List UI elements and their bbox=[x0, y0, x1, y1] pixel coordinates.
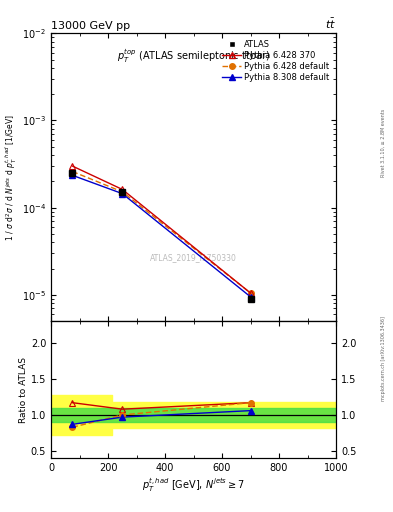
Text: $p_T^{top}$ (ATLAS semileptonic ttbar): $p_T^{top}$ (ATLAS semileptonic ttbar) bbox=[117, 48, 270, 66]
Text: ATLAS_2019_I1750330: ATLAS_2019_I1750330 bbox=[150, 253, 237, 262]
Y-axis label: 1 / $\sigma$ d$^2$$\sigma$ / d $N^{jets}$ d $p_T^{t,had}$ [1/GeV]: 1 / $\sigma$ d$^2$$\sigma$ / d $N^{jets}… bbox=[4, 114, 19, 241]
Text: mcplots.cern.ch [arXiv:1306.3436]: mcplots.cern.ch [arXiv:1306.3436] bbox=[381, 316, 386, 401]
Text: 13000 GeV pp: 13000 GeV pp bbox=[51, 20, 130, 31]
Y-axis label: Ratio to ATLAS: Ratio to ATLAS bbox=[19, 357, 28, 423]
Text: Rivet 3.1.10, ≥ 2.8M events: Rivet 3.1.10, ≥ 2.8M events bbox=[381, 109, 386, 178]
X-axis label: $p_T^{t,had}$ [GeV], $N^{jets} \geq 7$: $p_T^{t,had}$ [GeV], $N^{jets} \geq 7$ bbox=[142, 477, 245, 495]
Legend: ATLAS, Pythia 6.428 370, Pythia 6.428 default, Pythia 8.308 default: ATLAS, Pythia 6.428 370, Pythia 6.428 de… bbox=[220, 37, 332, 84]
Text: $t\bar{t}$: $t\bar{t}$ bbox=[325, 16, 336, 31]
